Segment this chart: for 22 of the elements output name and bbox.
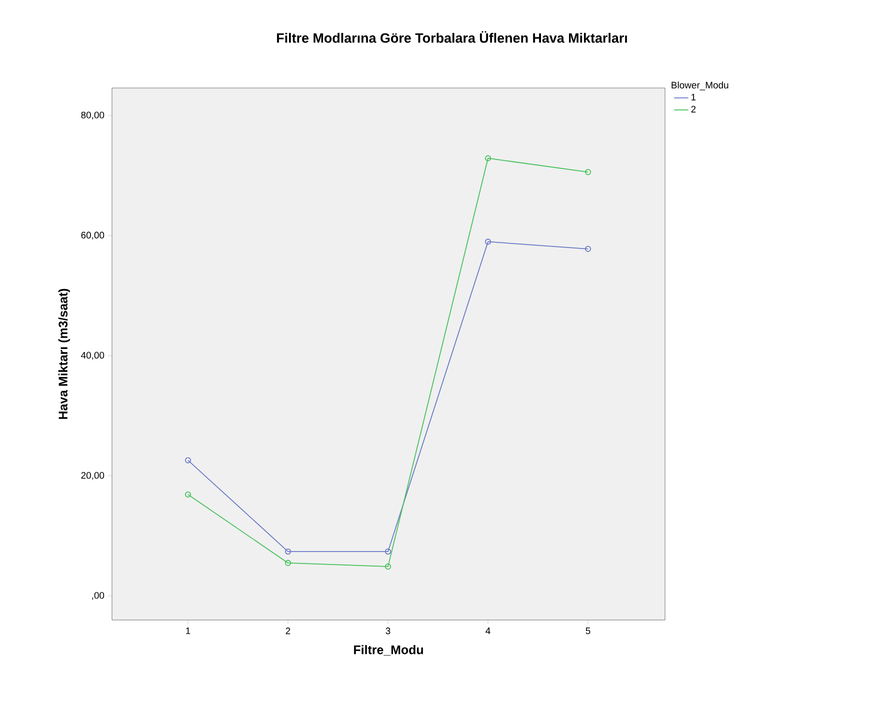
y-tick-label: ,00 xyxy=(92,592,104,600)
chart-title: Filtre Modlarına Göre Torbalara Üflenen Hava Miktarları xyxy=(277,31,627,43)
y-tick-label: 40,00 xyxy=(81,352,104,360)
y-axis-title: Hava Miktarı (m3/saat) xyxy=(58,288,70,419)
y-tick-label: 80,00 xyxy=(81,112,104,120)
legend-title: Blower_Modu xyxy=(672,82,728,90)
x-tick-label: 2 xyxy=(286,628,290,634)
y-tick-label: 20,00 xyxy=(81,472,104,480)
point xyxy=(384,548,392,555)
point xyxy=(284,548,292,555)
x-tick-label: 4 xyxy=(486,628,490,634)
x-tick-label: 1 xyxy=(186,628,190,634)
point xyxy=(284,560,292,566)
point xyxy=(384,564,392,570)
y-tick-label: 60,00 xyxy=(81,232,104,240)
x-tick-label: 3 xyxy=(386,628,390,634)
point xyxy=(484,155,492,162)
x-tick-label: 5 xyxy=(586,628,590,634)
legend-label: 1 xyxy=(692,94,696,100)
legend-label: 2 xyxy=(691,106,696,112)
x-axis-title: Filtre_Modu xyxy=(354,645,423,656)
point xyxy=(484,238,492,245)
